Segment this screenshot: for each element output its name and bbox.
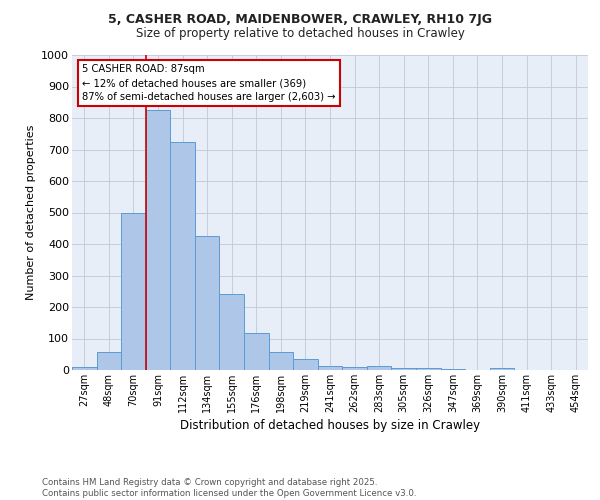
- Bar: [293, 359, 318, 370]
- Text: 5 CASHER ROAD: 87sqm
← 12% of detached houses are smaller (369)
87% of semi-deta: 5 CASHER ROAD: 87sqm ← 12% of detached h…: [82, 64, 336, 102]
- Bar: [440, 369, 465, 370]
- Bar: [318, 366, 342, 370]
- Bar: [490, 368, 514, 370]
- Text: 5, CASHER ROAD, MAIDENBOWER, CRAWLEY, RH10 7JG: 5, CASHER ROAD, MAIDENBOWER, CRAWLEY, RH…: [108, 12, 492, 26]
- Text: Contains HM Land Registry data © Crown copyright and database right 2025.
Contai: Contains HM Land Registry data © Crown c…: [42, 478, 416, 498]
- X-axis label: Distribution of detached houses by size in Crawley: Distribution of detached houses by size …: [180, 419, 480, 432]
- Text: Size of property relative to detached houses in Crawley: Size of property relative to detached ho…: [136, 28, 464, 40]
- Bar: [416, 368, 440, 370]
- Bar: [97, 352, 121, 370]
- Bar: [146, 110, 170, 370]
- Bar: [72, 368, 97, 370]
- Bar: [342, 368, 367, 370]
- Bar: [121, 212, 146, 370]
- Bar: [391, 368, 416, 370]
- Bar: [269, 352, 293, 370]
- Y-axis label: Number of detached properties: Number of detached properties: [26, 125, 35, 300]
- Bar: [170, 142, 195, 370]
- Bar: [367, 366, 391, 370]
- Bar: [244, 333, 269, 370]
- Bar: [195, 236, 220, 370]
- Bar: [220, 294, 244, 370]
